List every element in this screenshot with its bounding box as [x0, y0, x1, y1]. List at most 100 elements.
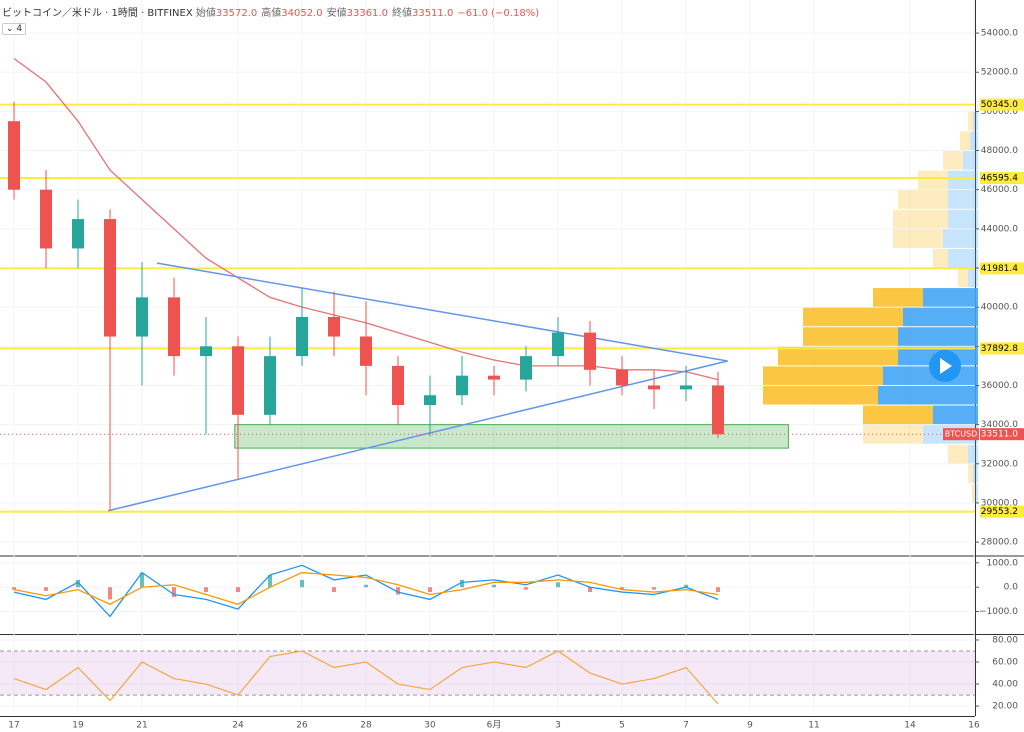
x-tick-label: 24 [232, 721, 244, 731]
x-tick-label: 7 [683, 721, 689, 731]
y-tick-label: 44000.0 [981, 224, 1018, 234]
field-value: 33572.0 [215, 8, 258, 19]
profile-buy [903, 307, 978, 327]
y-tick-label: 20.00 [992, 702, 1018, 712]
histogram-bar [460, 579, 464, 588]
trendline [156, 262, 728, 362]
profile-buy [948, 209, 978, 229]
level-badge [980, 342, 1024, 355]
support-zone [234, 424, 789, 449]
histogram-bar [332, 587, 336, 593]
ohlc-fields: 始値33572.0 高値34052.0 安値33361.0 終値33511.0 [196, 8, 457, 19]
histogram-bar [172, 587, 176, 597]
histogram-bar [12, 587, 16, 590]
rsi-band [0, 650, 975, 696]
profile-sell [803, 327, 898, 346]
profile-buy [898, 327, 978, 346]
y-tick-label: 50000.0 [981, 107, 1018, 117]
candle-body [584, 332, 596, 370]
profile-sell [778, 346, 898, 366]
field-label: 始値 [195, 8, 216, 19]
profile-sell [763, 366, 883, 385]
profile-buy [963, 151, 978, 170]
y-tick-label: −1000.0 [979, 607, 1018, 617]
profile-buy [948, 170, 978, 190]
candle-body [616, 369, 628, 386]
last-price-label: 33511.0 [981, 430, 1018, 440]
profile-buy [973, 464, 978, 483]
profile-sell [943, 151, 963, 170]
level-badge [980, 172, 1024, 185]
y-tick-label: 48000.0 [981, 146, 1018, 156]
field-label: 高値 [261, 8, 282, 19]
x-tick-label: 9 [747, 721, 753, 731]
candle-body [104, 219, 116, 337]
candle-body [552, 332, 564, 357]
interval-button[interactable]: ⌄ 4 [2, 23, 27, 35]
candle-body [40, 189, 52, 249]
histogram-bar [268, 575, 272, 588]
level-badge [980, 505, 1024, 518]
profile-sell [873, 288, 923, 307]
candle-body [200, 346, 212, 357]
profile-sell [958, 268, 968, 288]
y-tick-label: 0.0 [1004, 583, 1019, 593]
candle-body [264, 356, 276, 415]
x-tick-label: 3 [555, 721, 561, 731]
profile-buy [968, 268, 978, 288]
profile-buy [878, 385, 978, 405]
level-label: 41981.4 [981, 264, 1018, 274]
y-tick-label: 54000.0 [981, 29, 1018, 39]
candle-body [168, 297, 180, 357]
symbol-badge [943, 428, 979, 441]
field-value: 33511.0 [411, 8, 454, 19]
profile-sell [898, 190, 948, 209]
profile-buy [970, 131, 978, 151]
x-tick-label: 30 [424, 721, 436, 731]
level-label: 50345.0 [981, 100, 1018, 110]
histogram-bar [204, 587, 208, 593]
histogram-bar [588, 587, 592, 593]
candle-body [392, 365, 404, 406]
profile-sell [972, 483, 975, 503]
field-label: 安値 [326, 8, 347, 19]
y-tick-label: 80.00 [992, 635, 1018, 645]
candle-body [456, 375, 468, 396]
profile-sell [863, 425, 923, 444]
histogram-bar [428, 587, 432, 593]
x-tick-label: 21 [136, 721, 147, 731]
histogram-bar [300, 579, 304, 588]
symbol-label: BTCUSD [945, 430, 978, 439]
candle-body [296, 316, 308, 357]
last-price-badge [980, 428, 1024, 441]
header: ビットコイン／米ドル · 1時間 · BITFINEX 始値33572.0 高値3… [2, 4, 543, 19]
trendline [107, 360, 728, 512]
histogram-bar [620, 587, 624, 590]
y-tick-label: 60.00 [992, 658, 1018, 668]
histogram-bar [492, 584, 496, 588]
y-tick-label: 52000.0 [981, 68, 1018, 78]
level-label: 29553.2 [981, 507, 1018, 517]
x-tick-label: 17 [8, 721, 19, 731]
level-label: 37892.8 [981, 344, 1018, 354]
profile-sell [893, 209, 948, 229]
profile-buy [948, 190, 978, 209]
field-label: 終値 [391, 8, 412, 19]
y-tick-label: 46000.0 [981, 185, 1018, 195]
x-tick-label: 5 [619, 721, 625, 731]
x-tick-label: 28 [360, 721, 372, 731]
profile-sell [803, 307, 903, 327]
y-tick-label: 40.00 [992, 680, 1018, 690]
title: ビットコイン／米ドル · 1時間 · BITFINEX [2, 8, 193, 19]
candle-body [328, 316, 340, 337]
profile-buy [975, 483, 978, 503]
candle-body [360, 336, 372, 366]
candle-body [424, 395, 436, 406]
x-tick-label: 6月 [487, 720, 502, 731]
histogram-bar [108, 587, 112, 600]
x-tick-label: 19 [72, 721, 84, 731]
histogram-bar [140, 572, 144, 588]
profile-sell [968, 464, 973, 483]
profile-buy [923, 288, 978, 307]
